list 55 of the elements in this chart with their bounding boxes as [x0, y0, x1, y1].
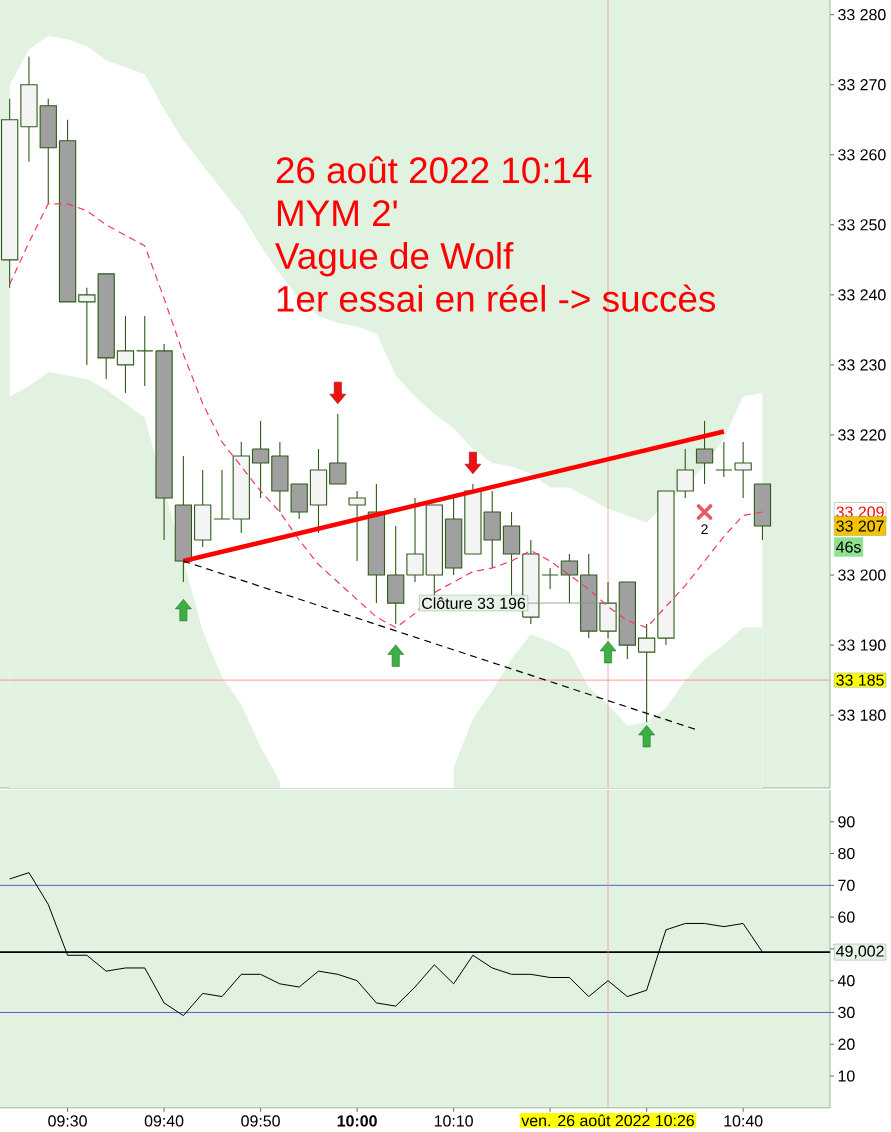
x-tick-label: 09:40	[144, 1115, 184, 1127]
candlestick	[695, 420, 714, 485]
candlestick	[213, 469, 231, 520]
y-tick-label: 33 260	[838, 149, 886, 161]
y-tick-label: 33 200	[838, 569, 886, 581]
point	[387, 644, 404, 667]
annotation: 2	[701, 524, 708, 534]
y-tick-label: 33 270	[838, 79, 886, 91]
text: 26 août 2022 10:14	[276, 156, 592, 184]
point	[175, 598, 192, 622]
text: 46s	[836, 541, 861, 553]
y-tick-label: 40	[837, 975, 855, 987]
candlestick	[637, 623, 656, 723]
point	[638, 725, 655, 748]
annotation: Vague de Wolf	[275, 242, 514, 277]
candlestick	[251, 420, 270, 499]
y-tick-label: 33 180	[838, 709, 886, 721]
ref-line-label: 33 185	[836, 674, 884, 686]
point	[696, 504, 713, 520]
y-tick-label: 33 280	[838, 9, 886, 21]
y-tick-label: 33 240	[838, 289, 886, 301]
point	[599, 641, 617, 664]
y-tick-label: 33 220	[838, 429, 886, 441]
candlestick	[560, 553, 579, 604]
candlestick	[734, 441, 752, 499]
y-tick-label: 30	[838, 1006, 855, 1019]
candlestick	[136, 315, 154, 387]
candlestick	[541, 567, 559, 590]
annotation: Clôture 33 196	[422, 597, 526, 609]
candlestick	[348, 490, 366, 562]
text: 33 207	[836, 520, 884, 532]
candlestick	[329, 413, 347, 485]
x-tick-label: 09:30	[48, 1115, 87, 1127]
y-tick-label: 80	[838, 847, 855, 860]
x-tick-label: 10:40	[724, 1115, 763, 1127]
y-tick-label: 60	[838, 911, 855, 923]
text: MYM 2'	[277, 200, 397, 226]
y-tick-label: 90	[838, 816, 855, 828]
y-tick-label: 10	[838, 1070, 855, 1082]
ref-line-label: ven. 26 août 2022 10:26	[521, 1114, 694, 1127]
y-tick-label: 33 190	[838, 639, 886, 651]
ref-line-label: 49,002	[836, 945, 884, 959]
y-tick-label: 33 250	[838, 219, 886, 231]
candlestick	[116, 315, 135, 394]
x-tick-label: 10:10	[434, 1115, 473, 1127]
x-tick-label: 09:50	[241, 1115, 280, 1127]
annotation: 1er essai en réel -> succès	[277, 284, 716, 312]
candlestick	[715, 441, 733, 478]
y-tick-label: 33 230	[838, 359, 886, 371]
point	[329, 381, 347, 405]
candlestick	[406, 497, 424, 583]
y-tick-label: 70	[838, 879, 855, 891]
x-tick-label: 10:00	[337, 1115, 377, 1127]
y-tick-label: 20	[838, 1038, 855, 1050]
point	[464, 451, 482, 475]
